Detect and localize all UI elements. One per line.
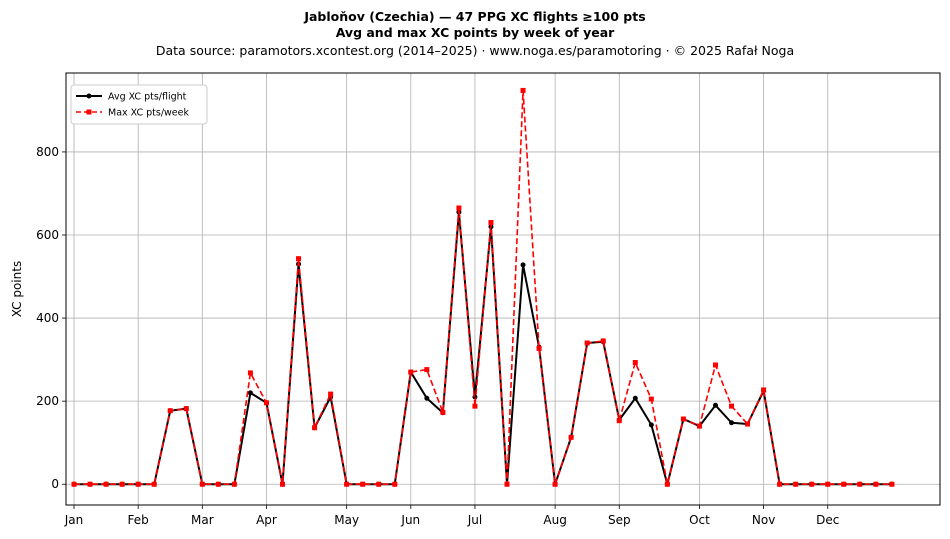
data-point-max (809, 481, 815, 487)
data-point-max (552, 481, 558, 487)
data-point-max (680, 416, 686, 422)
y-axis-label: XC points (10, 261, 24, 317)
data-point-max (520, 87, 526, 93)
data-point-max (408, 369, 414, 375)
data-point-max (312, 425, 318, 431)
data-point-max (440, 409, 446, 415)
data-point-max (392, 481, 398, 487)
data-point-max (761, 387, 767, 393)
grid (66, 73, 940, 505)
y-tick-label: 0 (51, 477, 59, 491)
x-tick-label: Dec (816, 513, 839, 527)
data-point-max (376, 481, 382, 487)
data-point-max (231, 481, 237, 487)
data-point-max (344, 481, 350, 487)
y-tick-label: 600 (36, 228, 59, 242)
data-point-avg (632, 395, 638, 401)
data-point-avg (424, 395, 430, 401)
data-point-max (584, 340, 590, 346)
x-tick-label: May (334, 513, 359, 527)
series-line-0 (74, 211, 892, 486)
data-point-max (167, 408, 173, 414)
data-point-max (151, 481, 157, 487)
x-tick-label: Jun (400, 513, 420, 527)
data-point-max (360, 481, 366, 487)
legend-marker-avg (86, 93, 92, 99)
data-point-avg (712, 402, 718, 408)
data-point-max (841, 481, 847, 487)
data-point-max (648, 396, 654, 402)
data-point-max (873, 481, 879, 487)
x-tick-label: Oct (689, 513, 710, 527)
data-point-max (745, 421, 751, 427)
data-point-max (777, 481, 783, 487)
x-tick-label: Aug (543, 513, 566, 527)
data-point-max (424, 367, 430, 373)
data-point-max (889, 481, 895, 487)
data-point-max (456, 205, 462, 211)
data-point-max (793, 481, 799, 487)
x-tick-label: Jan (64, 513, 84, 527)
data-point-max (87, 481, 93, 487)
data-point-avg (520, 262, 526, 268)
data-point-max (328, 391, 334, 397)
legend-box (70, 84, 208, 125)
x-tick-label: Sep (608, 513, 631, 527)
plot-frame (65, 72, 941, 506)
data-point-max (600, 338, 606, 344)
legend-marker-max (86, 109, 92, 115)
series-layer (71, 87, 895, 487)
chart-title-line1: Jabloňov (Czechia) — 47 PPG XC flights ≥… (303, 9, 645, 24)
y-tick-label: 200 (36, 394, 59, 408)
x-tick-label: Jul (467, 513, 482, 527)
data-point-max (632, 360, 638, 366)
data-point-max (664, 481, 670, 487)
data-point-max (568, 434, 574, 440)
data-point-avg (729, 420, 735, 426)
x-axis: Jan Feb Mar Apr May Jun Jul Aug Sep Oct Nov Dec (64, 505, 839, 527)
data-point-max (199, 481, 205, 487)
data-point-max (536, 345, 542, 351)
data-point-max (729, 403, 735, 409)
data-point-max (119, 481, 125, 487)
y-tick-label: 400 (36, 311, 59, 325)
chart-title-line2: Avg and max XC points by week of year (336, 25, 615, 40)
x-tick-label: Feb (128, 513, 149, 527)
data-point-max (857, 481, 863, 487)
data-point-max (712, 362, 718, 368)
data-point-max (71, 481, 77, 487)
series-line-1 (74, 89, 892, 486)
legend-label-avg: Avg XC pts/flight (108, 92, 187, 103)
x-tick-label: Nov (752, 513, 775, 527)
data-point-avg (247, 390, 253, 396)
data-point-max (825, 481, 831, 487)
data-point-max (472, 403, 478, 409)
data-point-max (296, 256, 302, 262)
data-point-max (616, 418, 622, 424)
legend: Avg XC pts/flight Max XC pts/week (70, 84, 208, 125)
data-point-max (263, 400, 269, 406)
data-point-max (215, 481, 221, 487)
x-tick-label: Mar (191, 513, 214, 527)
y-axis: 0 200 400 600 800 (36, 145, 66, 491)
data-point-max (183, 406, 189, 412)
data-point-max (488, 220, 494, 226)
data-point-avg (648, 422, 654, 428)
x-tick-label: Apr (256, 513, 277, 527)
data-point-max (247, 370, 253, 376)
data-point-max (696, 423, 702, 429)
data-point-max (135, 481, 141, 487)
data-point-max (103, 481, 109, 487)
data-point-max (279, 481, 285, 487)
y-tick-label: 800 (36, 145, 59, 159)
data-point-max (504, 481, 510, 487)
legend-label-max: Max XC pts/week (108, 108, 189, 119)
chart-subtitle: Data source: paramotors.xcontest.org (20… (156, 43, 794, 58)
